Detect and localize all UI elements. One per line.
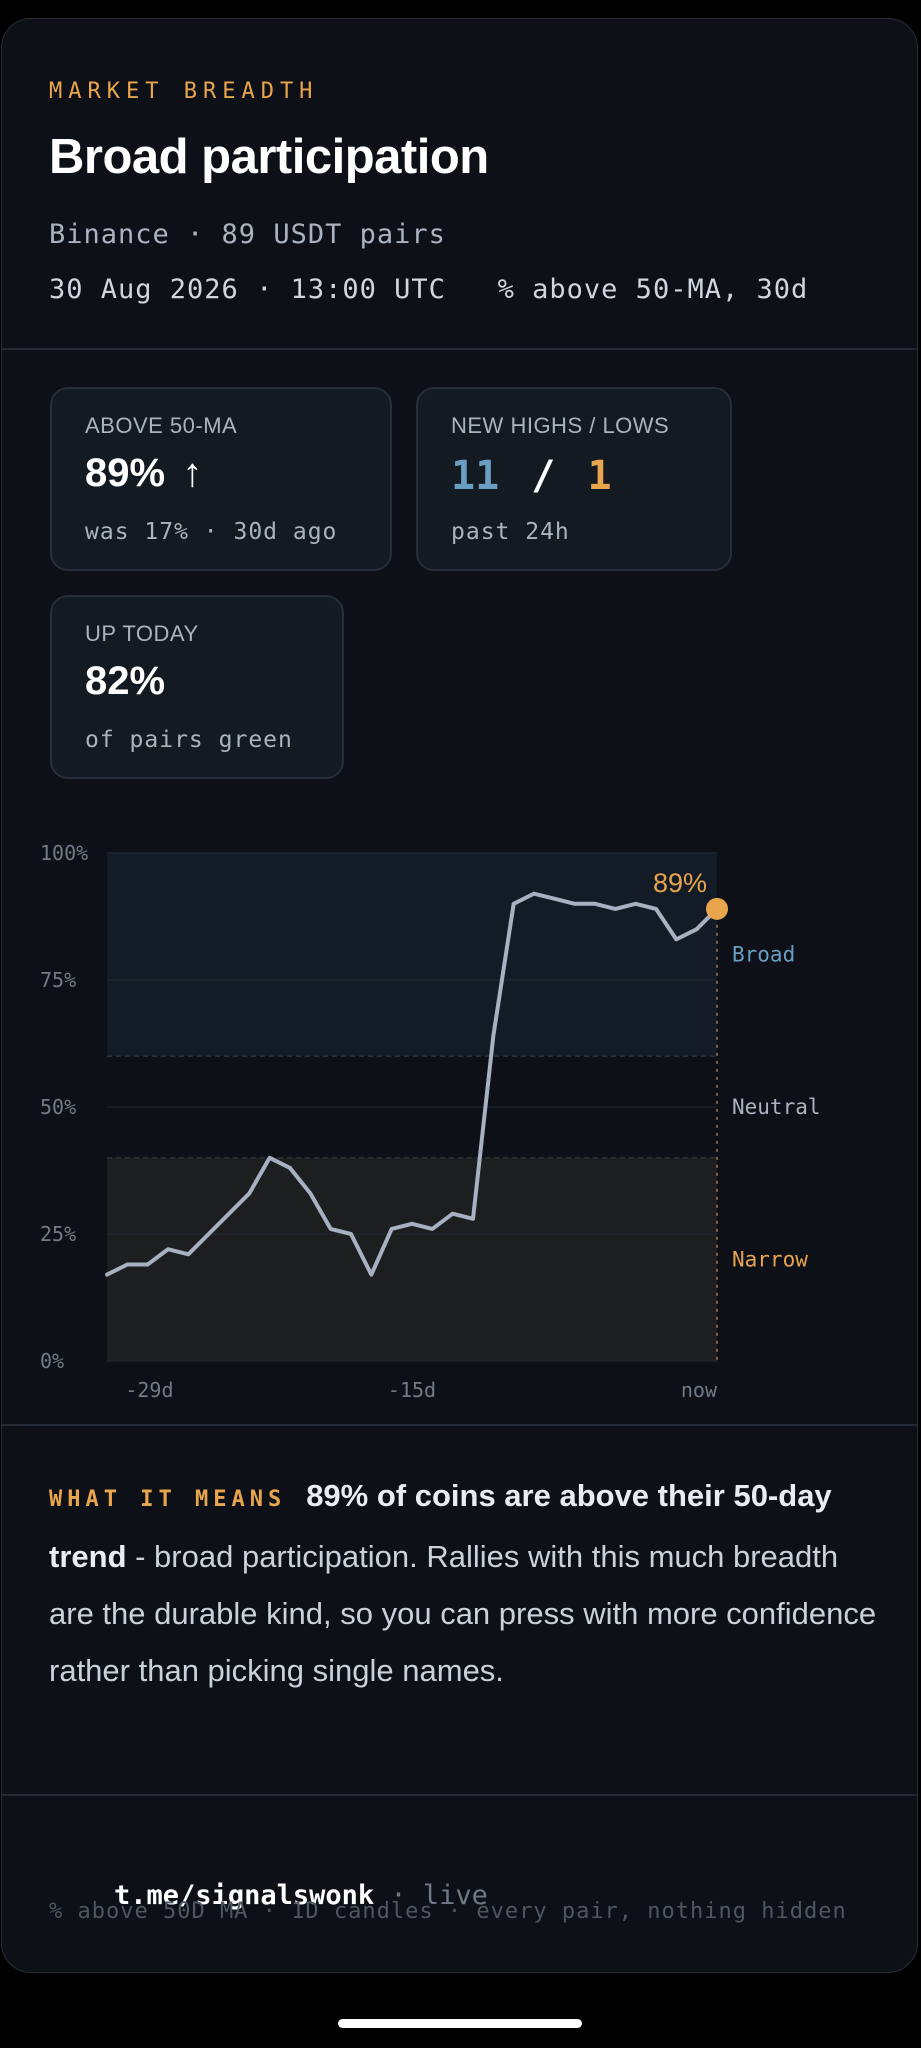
live-label: live: [422, 1880, 488, 1911]
means-body: - broad participation. Rallies with this…: [49, 1539, 877, 1688]
stat-card-up-today: UP TODAY 82% of pairs green: [50, 595, 344, 779]
y-tick-label: 0%: [40, 1349, 64, 1373]
arrow-up-icon: ↑: [182, 451, 203, 495]
exchange-meta: Binance · 89 USDT pairs: [49, 219, 446, 250]
card-header: MARKET BREADTH Broad participation Binan…: [2, 19, 917, 349]
telegram-link[interactable]: t.me/signalswonk: [114, 1880, 375, 1911]
band-broad: [107, 853, 717, 1057]
stat-label: NEW HIGHS / LOWS: [451, 413, 670, 438]
means-headline: 89% of coins are above their 50-day tren…: [49, 1478, 832, 1574]
current-value-label: 89%: [653, 868, 707, 898]
new-lows-count: 1: [587, 453, 612, 499]
band-label-neutral: Neutral: [732, 1095, 821, 1119]
new-highs-count: 11: [451, 453, 500, 499]
home-indicator[interactable]: [338, 2019, 582, 2028]
breadth-chart-svg: 100% 75% 50% 25% 0% -29d -15d now 89% Broad Neutra…: [40, 841, 821, 1402]
x-tick-label: now: [681, 1378, 718, 1402]
stat-label: ABOVE 50-MA: [85, 413, 238, 438]
nav-bar-area: [0, 1975, 921, 2048]
means-tag: WHAT IT MEANS: [49, 1487, 287, 1512]
stat-card-above-ma: ABOVE 50-MA 89% ↑ was 17% · 30d ago: [50, 387, 392, 571]
band-label-broad: Broad: [732, 943, 795, 967]
stat-value: 82%: [85, 659, 166, 703]
timestamp-meta: 30 Aug 2026 · 13:00 UTC % above 50-MA, 3…: [49, 274, 809, 305]
stat-sub: of pairs green: [85, 727, 293, 753]
page-title: Broad participation: [49, 130, 489, 184]
y-tick-label: 100%: [40, 841, 88, 865]
footer-separator: ·: [374, 1880, 423, 1911]
breadth-card: MARKET BREADTH Broad participation Binan…: [1, 18, 918, 1973]
y-tick-label: 75%: [40, 968, 76, 992]
chart-divider: [2, 1424, 917, 1426]
stat-sub: past 24h: [451, 519, 570, 545]
stat-value: 89% ↑: [85, 451, 202, 496]
footer-note: % above 50D MA · 1D candles · every pair…: [49, 1899, 847, 1924]
footer-divider: [2, 1794, 917, 1796]
status-bar: [0, 0, 921, 18]
y-tick-label: 50%: [40, 1095, 76, 1119]
highs-lows-separator: /: [531, 453, 556, 499]
breadth-chart: 100% 75% 50% 25% 0% -29d -15d now 89% Broad Neutra…: [2, 809, 917, 1429]
band-label-narrow: Narrow: [732, 1247, 808, 1271]
stat-card-highs-lows: NEW HIGHS / LOWS 11 / 1 past 24h: [416, 387, 732, 571]
footer-link-row: t.me/signalswonk · live: [49, 1849, 488, 1942]
x-tick-label: -29d: [125, 1378, 173, 1402]
what-it-means: WHAT IT MEANS 89% of coins are above thei…: [49, 1467, 879, 1699]
stat-sub: was 17% · 30d ago: [85, 519, 338, 545]
y-tick-label: 25%: [40, 1222, 76, 1246]
stat-value: 11 / 1: [451, 453, 612, 499]
band-narrow: [107, 1157, 717, 1361]
x-tick-label: -15d: [388, 1378, 436, 1402]
eyebrow-label: MARKET BREADTH: [49, 79, 319, 104]
stat-label: UP TODAY: [85, 621, 199, 646]
above-ma-value: 89%: [85, 451, 166, 495]
breadth-line: [105, 891, 719, 1277]
header-divider: [2, 348, 917, 350]
current-value-marker: [706, 897, 728, 920]
